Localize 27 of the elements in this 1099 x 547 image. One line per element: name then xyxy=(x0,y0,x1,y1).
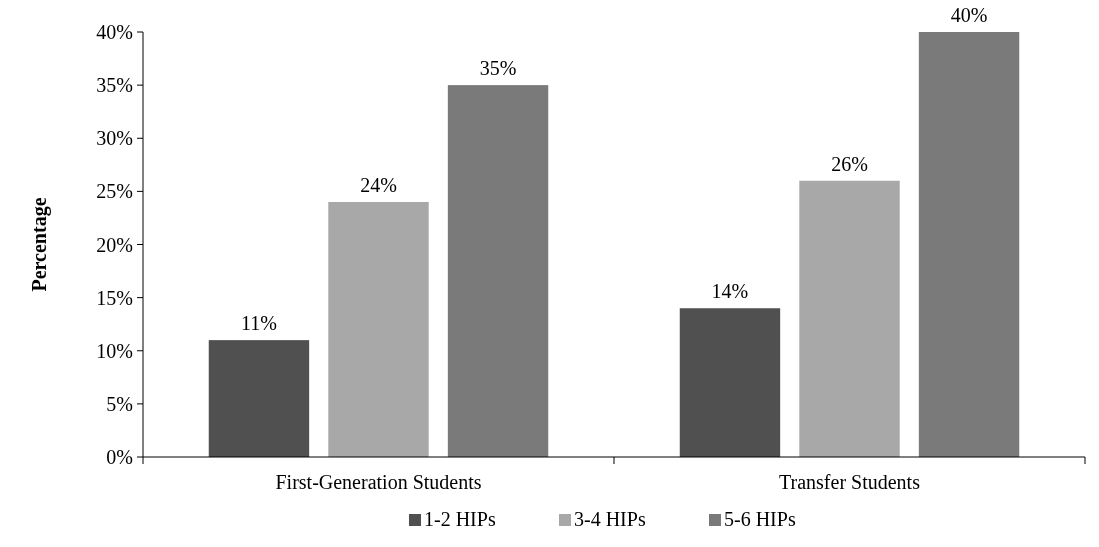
data-label: 14% xyxy=(711,280,749,303)
y-tick-label: 15% xyxy=(96,286,133,309)
y-tick-label: 0% xyxy=(106,446,133,468)
y-axis-title: Percentage xyxy=(28,197,51,292)
y-tick-label: 35% xyxy=(96,74,133,97)
bar xyxy=(328,202,429,457)
bar xyxy=(799,180,900,457)
x-tick-label: First-Generation Students xyxy=(275,471,482,493)
bar xyxy=(918,32,1020,457)
y-tick-label: 25% xyxy=(96,180,133,203)
data-label: 40% xyxy=(950,4,988,26)
legend-label: 3-4 HIPs xyxy=(574,508,646,530)
bar xyxy=(679,308,781,457)
x-tick-label: Transfer Students xyxy=(779,471,921,493)
data-label: 26% xyxy=(831,152,868,175)
bar xyxy=(447,85,549,457)
data-label: 24% xyxy=(360,174,397,196)
legend-label: 1-2 HIPs xyxy=(424,508,496,530)
data-label: 11% xyxy=(241,312,277,335)
legend-label: 5-6 HIPs xyxy=(724,508,796,530)
y-tick-label: 10% xyxy=(96,339,133,362)
y-tick-label: 20% xyxy=(96,233,133,256)
y-tick-label: 30% xyxy=(96,127,133,150)
y-tick-label: 40% xyxy=(96,21,133,43)
data-label: 35% xyxy=(479,57,517,80)
y-tick-label: 5% xyxy=(106,392,133,415)
bar xyxy=(208,340,310,457)
